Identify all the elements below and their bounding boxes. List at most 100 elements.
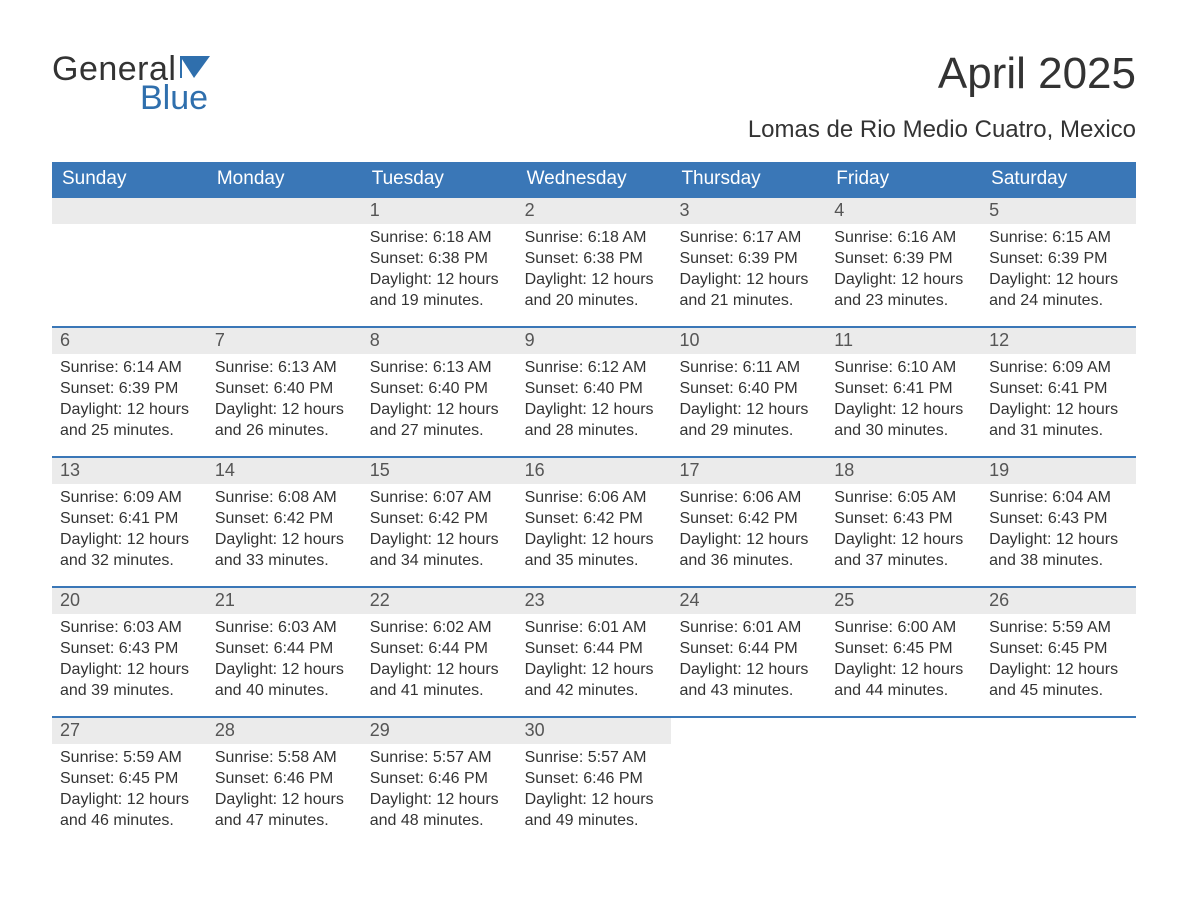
sunrise-text: Sunrise: 6:02 AM: [370, 618, 509, 639]
sunset-text: Sunset: 6:44 PM: [370, 639, 509, 660]
week-row: 27Sunrise: 5:59 AMSunset: 6:45 PMDayligh…: [52, 716, 1136, 840]
sunset-text: Sunset: 6:40 PM: [215, 379, 354, 400]
sunset-text: Sunset: 6:38 PM: [525, 249, 664, 270]
day-body: Sunrise: 6:08 AMSunset: 6:42 PMDaylight:…: [207, 484, 362, 571]
day-number: [671, 718, 826, 744]
day-body: Sunrise: 6:01 AMSunset: 6:44 PMDaylight:…: [517, 614, 672, 701]
day-number: 10: [671, 328, 826, 354]
day-cell: 7Sunrise: 6:13 AMSunset: 6:40 PMDaylight…: [207, 328, 362, 450]
daylight-text: Daylight: 12 hours and 33 minutes.: [215, 530, 354, 572]
day-number: 9: [517, 328, 672, 354]
day-cell: 11Sunrise: 6:10 AMSunset: 6:41 PMDayligh…: [826, 328, 981, 450]
sunset-text: Sunset: 6:40 PM: [370, 379, 509, 400]
day-cell: [207, 198, 362, 320]
day-body: Sunrise: 6:06 AMSunset: 6:42 PMDaylight:…: [517, 484, 672, 571]
day-cell: 2Sunrise: 6:18 AMSunset: 6:38 PMDaylight…: [517, 198, 672, 320]
sunrise-text: Sunrise: 6:15 AM: [989, 228, 1128, 249]
daylight-text: Daylight: 12 hours and 38 minutes.: [989, 530, 1128, 572]
day-cell: 6Sunrise: 6:14 AMSunset: 6:39 PMDaylight…: [52, 328, 207, 450]
weekday-header-cell: Friday: [826, 162, 981, 198]
day-cell: 9Sunrise: 6:12 AMSunset: 6:40 PMDaylight…: [517, 328, 672, 450]
day-cell: 13Sunrise: 6:09 AMSunset: 6:41 PMDayligh…: [52, 458, 207, 580]
day-cell: [826, 718, 981, 840]
day-body: Sunrise: 6:07 AMSunset: 6:42 PMDaylight:…: [362, 484, 517, 571]
day-number: 19: [981, 458, 1136, 484]
brand-logo: General Blue: [52, 50, 210, 118]
day-body: Sunrise: 5:59 AMSunset: 6:45 PMDaylight:…: [52, 744, 207, 831]
day-number: 14: [207, 458, 362, 484]
day-body: Sunrise: 6:03 AMSunset: 6:44 PMDaylight:…: [207, 614, 362, 701]
day-body: Sunrise: 6:18 AMSunset: 6:38 PMDaylight:…: [517, 224, 672, 311]
day-number: 7: [207, 328, 362, 354]
day-number: 11: [826, 328, 981, 354]
daylight-text: Daylight: 12 hours and 41 minutes.: [370, 660, 509, 702]
header-row: General Blue April 2025 Lomas de Rio Med…: [52, 50, 1136, 144]
day-number: 27: [52, 718, 207, 744]
sunset-text: Sunset: 6:46 PM: [525, 769, 664, 790]
day-cell: 16Sunrise: 6:06 AMSunset: 6:42 PMDayligh…: [517, 458, 672, 580]
daylight-text: Daylight: 12 hours and 45 minutes.: [989, 660, 1128, 702]
day-body: Sunrise: 5:59 AMSunset: 6:45 PMDaylight:…: [981, 614, 1136, 701]
sunrise-text: Sunrise: 6:13 AM: [370, 358, 509, 379]
sunset-text: Sunset: 6:42 PM: [525, 509, 664, 530]
sunrise-text: Sunrise: 6:10 AM: [834, 358, 973, 379]
day-number: 15: [362, 458, 517, 484]
weekday-header-row: SundayMondayTuesdayWednesdayThursdayFrid…: [52, 162, 1136, 198]
week-row: 1Sunrise: 6:18 AMSunset: 6:38 PMDaylight…: [52, 198, 1136, 320]
sunset-text: Sunset: 6:40 PM: [679, 379, 818, 400]
sunset-text: Sunset: 6:39 PM: [60, 379, 199, 400]
sunrise-text: Sunrise: 6:13 AM: [215, 358, 354, 379]
daylight-text: Daylight: 12 hours and 32 minutes.: [60, 530, 199, 572]
day-cell: 20Sunrise: 6:03 AMSunset: 6:43 PMDayligh…: [52, 588, 207, 710]
weekday-header-cell: Sunday: [52, 162, 207, 198]
daylight-text: Daylight: 12 hours and 44 minutes.: [834, 660, 973, 702]
brand-word2: Blue: [140, 79, 210, 118]
sunrise-text: Sunrise: 6:16 AM: [834, 228, 973, 249]
daylight-text: Daylight: 12 hours and 25 minutes.: [60, 400, 199, 442]
sunset-text: Sunset: 6:43 PM: [60, 639, 199, 660]
day-number: 24: [671, 588, 826, 614]
day-cell: [52, 198, 207, 320]
sunrise-text: Sunrise: 5:57 AM: [525, 748, 664, 769]
day-body: Sunrise: 6:18 AMSunset: 6:38 PMDaylight:…: [362, 224, 517, 311]
daylight-text: Daylight: 12 hours and 43 minutes.: [679, 660, 818, 702]
calendar-page: General Blue April 2025 Lomas de Rio Med…: [0, 0, 1188, 880]
day-body: Sunrise: 5:58 AMSunset: 6:46 PMDaylight:…: [207, 744, 362, 831]
day-number: 20: [52, 588, 207, 614]
sunrise-text: Sunrise: 5:57 AM: [370, 748, 509, 769]
day-number: 18: [826, 458, 981, 484]
sunrise-text: Sunrise: 6:18 AM: [525, 228, 664, 249]
day-number: 30: [517, 718, 672, 744]
day-cell: 10Sunrise: 6:11 AMSunset: 6:40 PMDayligh…: [671, 328, 826, 450]
sunrise-text: Sunrise: 6:08 AM: [215, 488, 354, 509]
day-cell: 17Sunrise: 6:06 AMSunset: 6:42 PMDayligh…: [671, 458, 826, 580]
sunrise-text: Sunrise: 6:01 AM: [525, 618, 664, 639]
daylight-text: Daylight: 12 hours and 21 minutes.: [679, 270, 818, 312]
sunset-text: Sunset: 6:42 PM: [215, 509, 354, 530]
day-cell: 26Sunrise: 5:59 AMSunset: 6:45 PMDayligh…: [981, 588, 1136, 710]
day-number: 6: [52, 328, 207, 354]
day-number: 13: [52, 458, 207, 484]
weekday-header-cell: Tuesday: [362, 162, 517, 198]
day-cell: [981, 718, 1136, 840]
weekday-header-cell: Monday: [207, 162, 362, 198]
sunrise-text: Sunrise: 6:00 AM: [834, 618, 973, 639]
weekday-header-cell: Saturday: [981, 162, 1136, 198]
sunrise-text: Sunrise: 6:09 AM: [60, 488, 199, 509]
daylight-text: Daylight: 12 hours and 36 minutes.: [679, 530, 818, 572]
day-body: Sunrise: 5:57 AMSunset: 6:46 PMDaylight:…: [517, 744, 672, 831]
day-number: 17: [671, 458, 826, 484]
sunset-text: Sunset: 6:44 PM: [679, 639, 818, 660]
weekday-header-cell: Thursday: [671, 162, 826, 198]
day-number: 28: [207, 718, 362, 744]
day-cell: 5Sunrise: 6:15 AMSunset: 6:39 PMDaylight…: [981, 198, 1136, 320]
daylight-text: Daylight: 12 hours and 28 minutes.: [525, 400, 664, 442]
location-subtitle: Lomas de Rio Medio Cuatro, Mexico: [748, 116, 1136, 144]
day-body: Sunrise: 6:10 AMSunset: 6:41 PMDaylight:…: [826, 354, 981, 441]
day-cell: 15Sunrise: 6:07 AMSunset: 6:42 PMDayligh…: [362, 458, 517, 580]
sunset-text: Sunset: 6:44 PM: [215, 639, 354, 660]
sunset-text: Sunset: 6:46 PM: [370, 769, 509, 790]
day-number: [826, 718, 981, 744]
title-block: April 2025 Lomas de Rio Medio Cuatro, Me…: [748, 50, 1136, 144]
sunset-text: Sunset: 6:39 PM: [989, 249, 1128, 270]
